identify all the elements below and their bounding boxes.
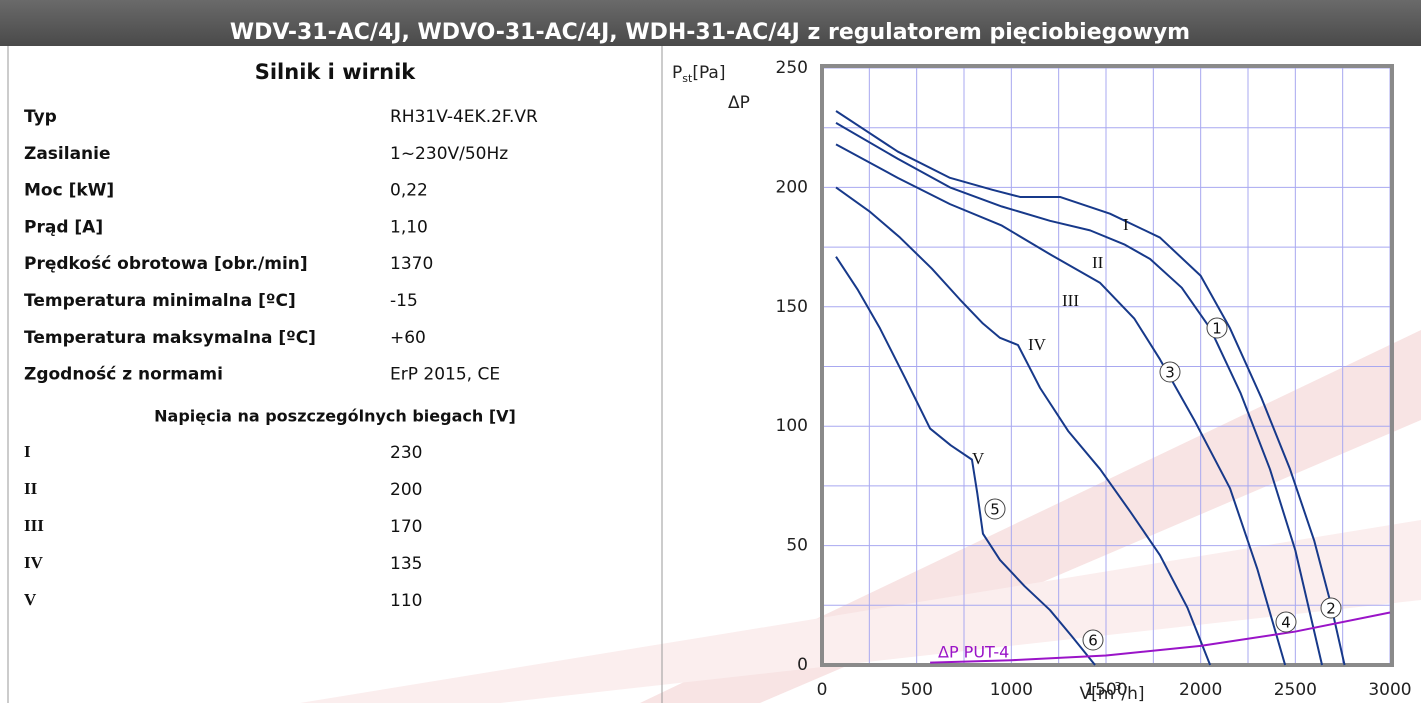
y-tick-label: 150 — [776, 297, 808, 317]
speed-label: I — [24, 442, 31, 461]
marker-circle — [1159, 361, 1181, 383]
row-value: 1370 — [390, 254, 433, 274]
row-label: Typ — [24, 107, 57, 127]
y-label-sub: st — [682, 72, 693, 85]
x-tick-label: 3000 — [1368, 680, 1411, 700]
row-value: +60 — [390, 328, 426, 348]
header-bar — [0, 0, 1421, 46]
y-tick-label: 100 — [776, 416, 808, 436]
y-tick-label: 0 — [797, 655, 808, 675]
curve — [930, 611, 1391, 664]
x-tick-label: 500 — [900, 680, 932, 700]
curve — [835, 122, 1324, 666]
x-label-unit: /h] — [1121, 684, 1144, 703]
curve-label: III — [1062, 291, 1079, 310]
x-label-sup: 3 — [1114, 680, 1121, 693]
x-tick-label: 2000 — [1179, 680, 1222, 700]
marker-label: 4 — [1281, 614, 1291, 632]
chart: 0 500 1000 1500 2000 2500 3000 0 50 100 150 200 250 I… — [776, 58, 1412, 700]
marker-circle — [984, 498, 1006, 520]
speed-value: 110 — [390, 591, 422, 611]
x-label-base: V[m — [1080, 684, 1115, 703]
y-label-base: P — [672, 63, 682, 83]
marker-circle — [1082, 629, 1104, 651]
curve-label: II — [1092, 253, 1104, 272]
row-value: 1,10 — [390, 217, 428, 237]
x-tick-label: 0 — [817, 680, 828, 700]
speed-label: III — [24, 516, 44, 535]
marker-label: 1 — [1212, 320, 1222, 338]
x-tick-label: 1000 — [990, 680, 1033, 700]
row-label: Prędkość obrotowa [obr./min] — [24, 254, 308, 274]
decor — [300, 520, 1421, 703]
row-label: Moc [kW] — [24, 181, 114, 201]
table: Typ RH31V-4EK.2F.VR Zasilanie 1~230V/50Hz Mo… — [24, 107, 538, 611]
speed-value: 200 — [390, 480, 422, 500]
speed-value: 135 — [390, 554, 422, 574]
y-tick-label: 250 — [776, 58, 808, 78]
row-value: RH31V-4EK.2F.VR — [390, 107, 538, 127]
curve — [835, 256, 1096, 666]
table-subtitle: Napięcia na poszczególnych biegach [V] — [154, 407, 516, 426]
x-tick-label: 2500 — [1274, 680, 1317, 700]
speed-value: 230 — [390, 443, 422, 463]
row-value: 0,22 — [390, 181, 428, 201]
curve — [835, 186, 1212, 666]
x-label: V[m3/h] — [1080, 680, 1145, 703]
speed-label: IV — [24, 553, 44, 572]
y-tick-label: 50 — [786, 536, 808, 556]
curve — [835, 110, 1346, 666]
speed-label: II — [24, 479, 38, 498]
marker-label: 3 — [1165, 364, 1175, 382]
y-label-second: ΔP — [728, 93, 750, 113]
y-label: Pst[Pa] — [672, 63, 725, 85]
y-label-unit: [Pa] — [692, 63, 725, 83]
row-label: Prąd [A] — [24, 217, 103, 237]
decor — [640, 330, 1421, 703]
speed-value: 170 — [390, 517, 422, 537]
table-title: Silnik i wirnik — [255, 60, 417, 84]
row-label: Zasilanie — [24, 144, 111, 164]
curve-label: I — [1123, 215, 1129, 234]
marker-label: 5 — [990, 501, 1000, 519]
marker-label: 2 — [1326, 600, 1336, 618]
row-value: -15 — [390, 291, 418, 311]
row-label: Zgodność z normami — [24, 365, 223, 385]
x-tick-label: 1500 — [1084, 680, 1127, 700]
y-tick-label: 200 — [776, 177, 808, 197]
plot-frame — [820, 64, 1394, 667]
speed-label: V — [24, 590, 37, 609]
curve-label: IV — [1028, 335, 1047, 354]
marker-circle — [1275, 611, 1297, 633]
row-value: ErP 2015, CE — [390, 365, 500, 385]
row-value: 1~230V/50Hz — [390, 144, 508, 164]
marker-circle — [1206, 317, 1228, 339]
curve-label: V — [972, 449, 985, 468]
row-label: Temperatura maksymalna [ºC] — [24, 328, 316, 348]
marker-circle — [1320, 597, 1342, 619]
header-title: WDV-31-AC/4J, WDVO-31-AC/4J, WDH-31-AC/4… — [230, 20, 1190, 45]
curve-label: ΔP PUT-4 — [938, 643, 1009, 662]
curve — [835, 143, 1287, 666]
row-label: Temperatura minimalna [ºC] — [24, 291, 296, 311]
marker-label: 6 — [1088, 632, 1098, 650]
